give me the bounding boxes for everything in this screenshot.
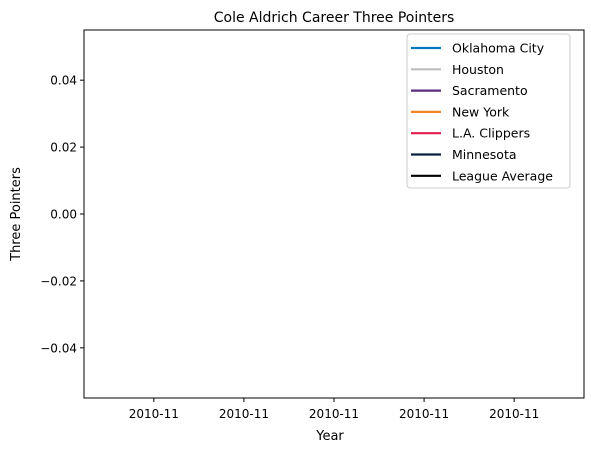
- y-tick-label: 0.02: [50, 141, 77, 155]
- legend-label: League Average: [452, 168, 553, 183]
- legend-box: [406, 33, 571, 189]
- chart-title: Cole Aldrich Career Three Pointers: [214, 10, 455, 26]
- legend-label: Oklahoma City: [452, 41, 545, 56]
- legend-label: New York: [452, 104, 510, 119]
- x-tick-label: 2010-11: [219, 407, 269, 421]
- x-tick-label: 2010-11: [399, 407, 449, 421]
- x-tick-label: 2010-11: [489, 407, 539, 421]
- y-axis: −0.04 −0.02 0.00 0.02 0.04: [40, 74, 84, 355]
- x-axis: 2010-11 2010-11 2010-11 2010-11 2010-11: [129, 398, 539, 421]
- legend-label: Sacramento: [452, 83, 528, 98]
- y-tick-label: −0.04: [40, 341, 77, 355]
- y-tick-label: 0.00: [50, 208, 77, 222]
- legend-label: Houston: [452, 62, 504, 77]
- legend-label: Minnesota: [452, 147, 517, 162]
- y-tick-label: −0.02: [40, 274, 77, 288]
- y-tick-label: 0.04: [50, 74, 77, 88]
- legend-label: L.A. Clippers: [452, 126, 530, 141]
- x-tick-label: 2010-11: [309, 407, 359, 421]
- x-axis-label: Year: [315, 429, 344, 444]
- legend: Oklahoma City Houston Sacramento New York L.…: [406, 33, 571, 189]
- x-tick-label: 2010-11: [129, 407, 179, 421]
- y-axis-label: Three Pointers: [9, 167, 24, 262]
